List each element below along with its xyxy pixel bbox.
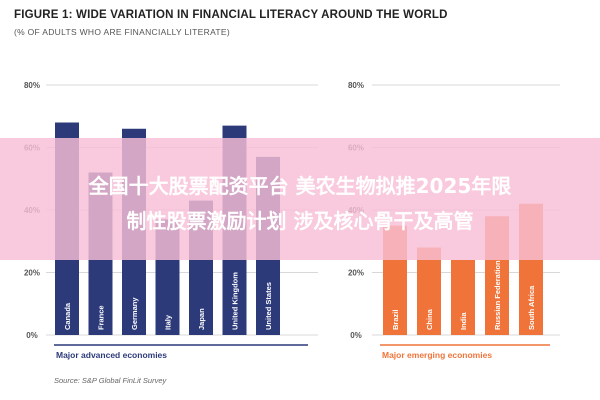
category-label: Japan (197, 308, 206, 330)
category-label: Russian Federation (493, 260, 502, 330)
category-label: United Kingdom (231, 272, 240, 330)
y-tick-label: 0% (26, 331, 38, 340)
category-label: United States (264, 282, 273, 330)
overlay-banner (0, 138, 600, 260)
y-tick-label: 80% (348, 81, 364, 90)
category-label: South Africa (527, 285, 536, 330)
y-tick-label: 20% (348, 269, 364, 278)
category-label: India (459, 312, 468, 330)
category-label: Brazil (391, 310, 400, 330)
bar (451, 260, 475, 335)
category-label: Germany (130, 297, 139, 330)
bar (417, 247, 441, 335)
group-label: Major emerging economies (382, 350, 492, 360)
group-label: Major advanced economies (56, 350, 167, 360)
chart-title: FIGURE 1: WIDE VARIATION IN FINANCIAL LI… (14, 9, 448, 21)
y-tick-label: 20% (24, 269, 40, 278)
category-label: France (97, 305, 106, 330)
category-label: Italy (164, 314, 173, 330)
source-note: Source: S&P Global FinLit Survey (54, 376, 167, 385)
category-label: China (425, 308, 434, 330)
overlay-headline-line2: 制性股票激励计划 涉及核心骨干及高管 (126, 209, 474, 233)
category-label: Canada (63, 302, 72, 330)
overlay-headline-line1: 全国十大股票配资平台 美农生物拟推2025年限 (88, 174, 512, 198)
y-tick-label: 80% (24, 81, 40, 90)
y-tick-label: 0% (350, 331, 362, 340)
chart-subtitle: (% OF ADULTS WHO ARE FINANCIALLY LITERAT… (14, 27, 231, 37)
